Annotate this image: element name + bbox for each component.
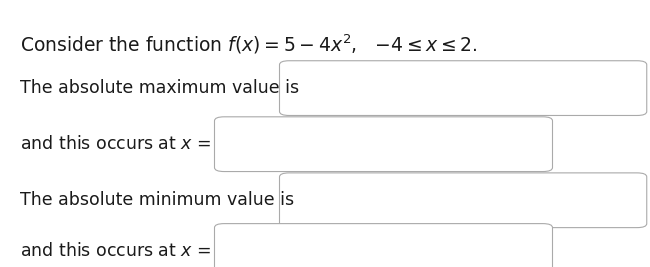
- FancyBboxPatch shape: [280, 61, 647, 115]
- Text: and this occurs at $x$ =: and this occurs at $x$ =: [20, 242, 211, 260]
- FancyBboxPatch shape: [280, 173, 647, 227]
- Text: The absolute minimum value is: The absolute minimum value is: [20, 191, 294, 209]
- Text: and this occurs at $x$ =: and this occurs at $x$ =: [20, 135, 211, 153]
- Text: Consider the function $f(x) = 5 - 4x^2$,   $-4 \leq x \leq 2.$: Consider the function $f(x) = 5 - 4x^2$,…: [20, 32, 477, 56]
- Text: The absolute maximum value is: The absolute maximum value is: [20, 79, 298, 97]
- FancyBboxPatch shape: [214, 117, 552, 171]
- FancyBboxPatch shape: [214, 224, 552, 267]
